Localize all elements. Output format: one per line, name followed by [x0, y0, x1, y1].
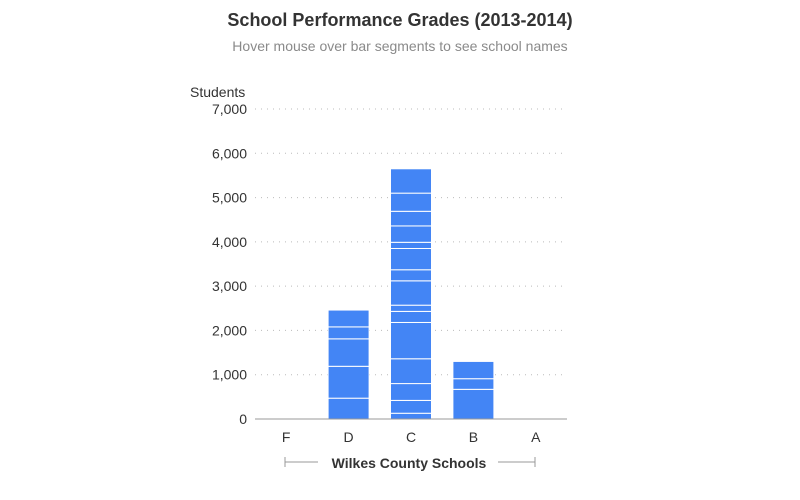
bar-segment-B[interactable] — [452, 388, 495, 420]
y-tick-label: 7,000 — [212, 101, 247, 117]
bar-segment-C[interactable] — [390, 412, 432, 420]
x-tick-label: C — [406, 429, 416, 445]
chart-title: School Performance Grades (2013-2014) — [227, 10, 573, 30]
bar-segment-D[interactable] — [327, 397, 370, 420]
bar-segment-C[interactable] — [390, 280, 432, 306]
bar-segment-C[interactable] — [390, 358, 432, 385]
bar-segment-C[interactable] — [390, 321, 432, 360]
bars — [327, 168, 495, 420]
bar-segment-D[interactable] — [327, 309, 370, 328]
bar-segment-C[interactable] — [390, 310, 432, 323]
x-axis-group-label: Wilkes County Schools — [284, 455, 536, 471]
x-tick-label: B — [469, 429, 478, 445]
bar-segment-C[interactable] — [390, 168, 432, 194]
x-tick-label: A — [531, 429, 541, 445]
bar-segment-C[interactable] — [390, 383, 432, 401]
y-axis-label: Students — [190, 84, 245, 100]
x-axis-label: Wilkes County Schools — [332, 455, 487, 471]
bar-segment-D[interactable] — [327, 326, 370, 340]
bar-segment-C[interactable] — [390, 248, 432, 271]
bar-segment-B[interactable] — [452, 378, 495, 390]
y-axis-ticks: 0 1,000 2,000 3,000 4,000 5,000 6,000 7,000 — [212, 101, 247, 427]
bar-segment-C[interactable] — [390, 210, 432, 227]
bar-segment-C[interactable] — [390, 241, 432, 250]
bar-segment-C[interactable] — [390, 269, 432, 282]
y-tick-label: 2,000 — [212, 322, 247, 338]
bar-segment-C[interactable] — [390, 225, 432, 243]
bar-segment-B[interactable] — [452, 360, 495, 380]
x-tick-label: F — [282, 429, 291, 445]
y-tick-label: 6,000 — [212, 145, 247, 161]
chart-subtitle: Hover mouse over bar segments to see sch… — [232, 38, 568, 54]
y-tick-label: 4,000 — [212, 234, 247, 250]
x-tick-label: D — [344, 429, 354, 445]
y-tick-label: 5,000 — [212, 190, 247, 206]
bar-segment-C[interactable] — [390, 304, 432, 312]
y-tick-label: 1,000 — [212, 367, 247, 383]
bar-segment-D[interactable] — [327, 338, 370, 367]
y-tick-label: 3,000 — [212, 278, 247, 294]
bar-segment-C[interactable] — [390, 192, 432, 212]
bar-segment-C[interactable] — [390, 399, 432, 414]
bar-segment-D[interactable] — [327, 365, 370, 399]
y-tick-label: 0 — [239, 411, 247, 427]
